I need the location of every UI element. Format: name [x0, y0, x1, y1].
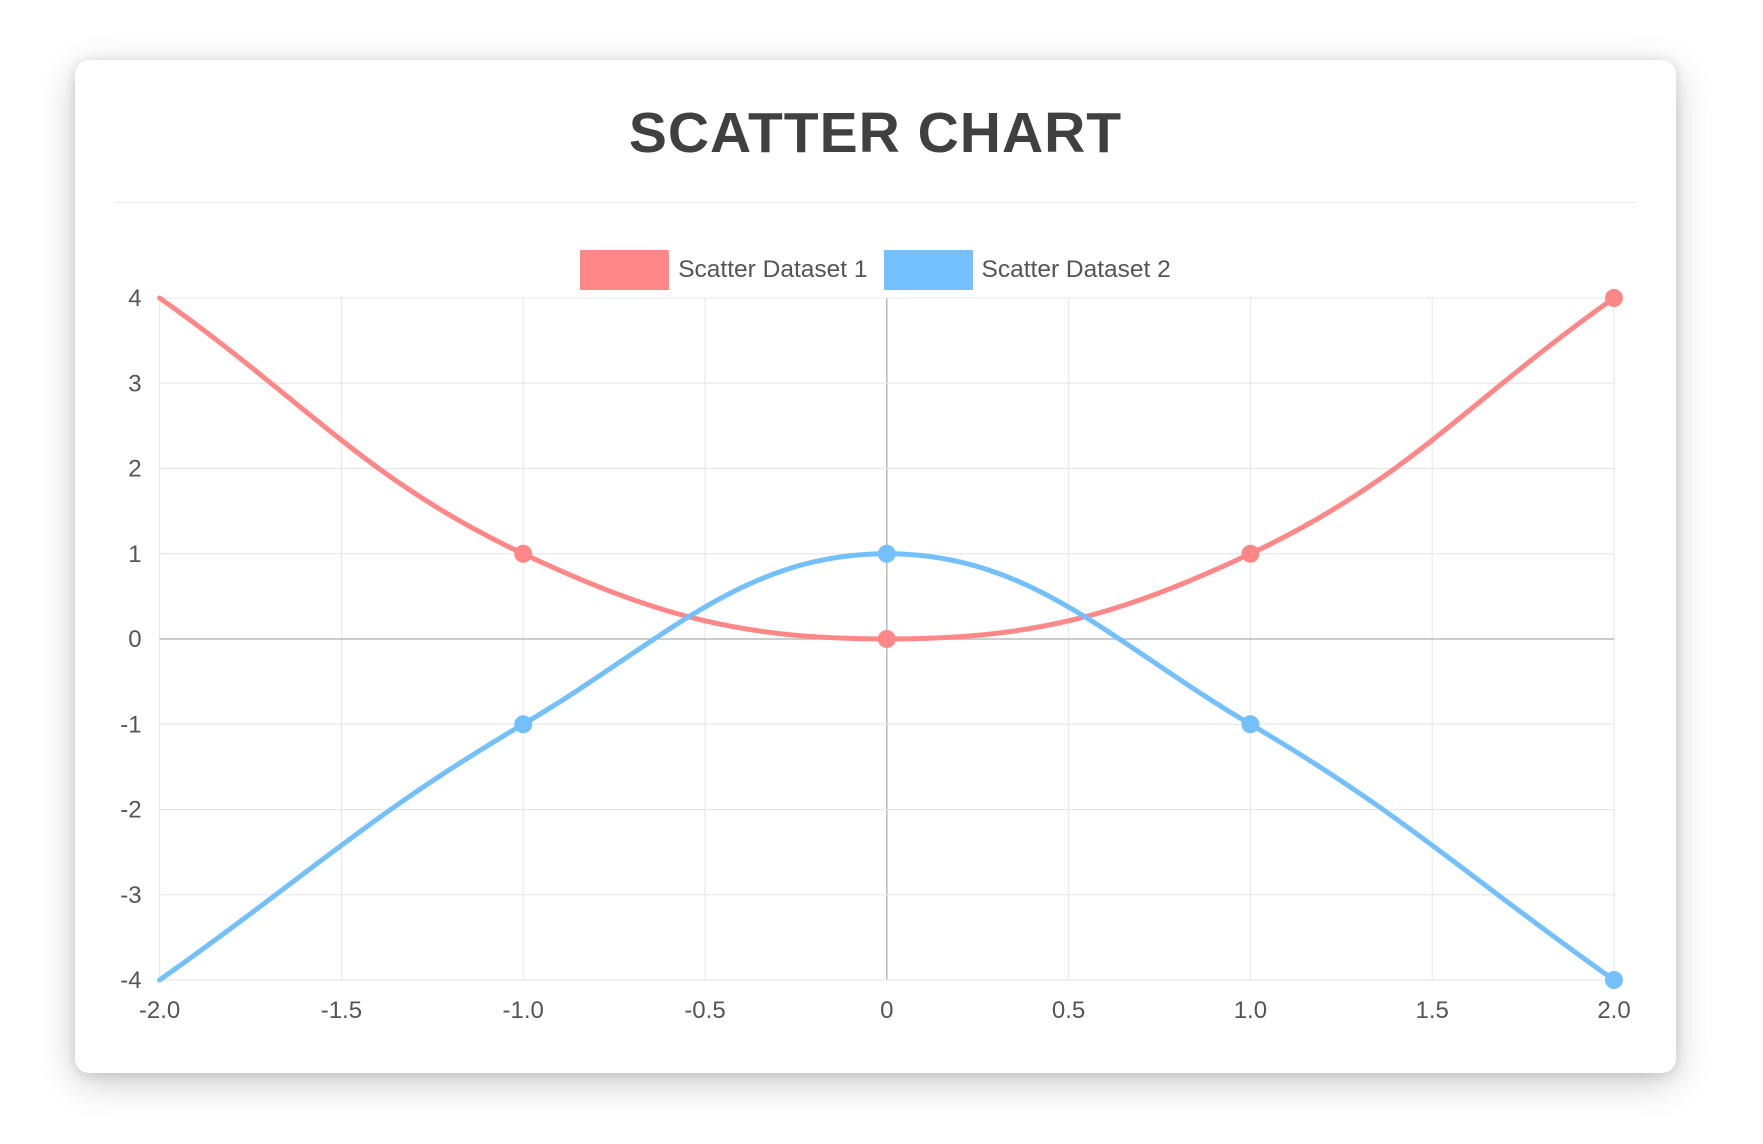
svg-text:2.0: 2.0: [1597, 997, 1630, 1024]
svg-text:1.5: 1.5: [1416, 997, 1449, 1024]
svg-text:-1.0: -1.0: [503, 997, 544, 1024]
svg-text:-2.0: -2.0: [139, 997, 180, 1024]
svg-text:-2: -2: [120, 797, 141, 824]
svg-text:0: 0: [128, 626, 141, 653]
svg-text:-4: -4: [120, 967, 141, 994]
svg-text:-0.5: -0.5: [684, 997, 725, 1024]
svg-text:-1: -1: [120, 711, 141, 738]
svg-text:4: 4: [128, 285, 141, 312]
svg-text:-3: -3: [120, 882, 141, 909]
svg-text:0.5: 0.5: [1052, 997, 1085, 1024]
svg-text:1.0: 1.0: [1234, 997, 1267, 1024]
svg-text:0: 0: [880, 997, 893, 1024]
svg-text:3: 3: [128, 370, 141, 397]
svg-text:-1.5: -1.5: [321, 997, 362, 1024]
svg-text:2: 2: [128, 456, 141, 483]
svg-text:1: 1: [128, 541, 141, 568]
